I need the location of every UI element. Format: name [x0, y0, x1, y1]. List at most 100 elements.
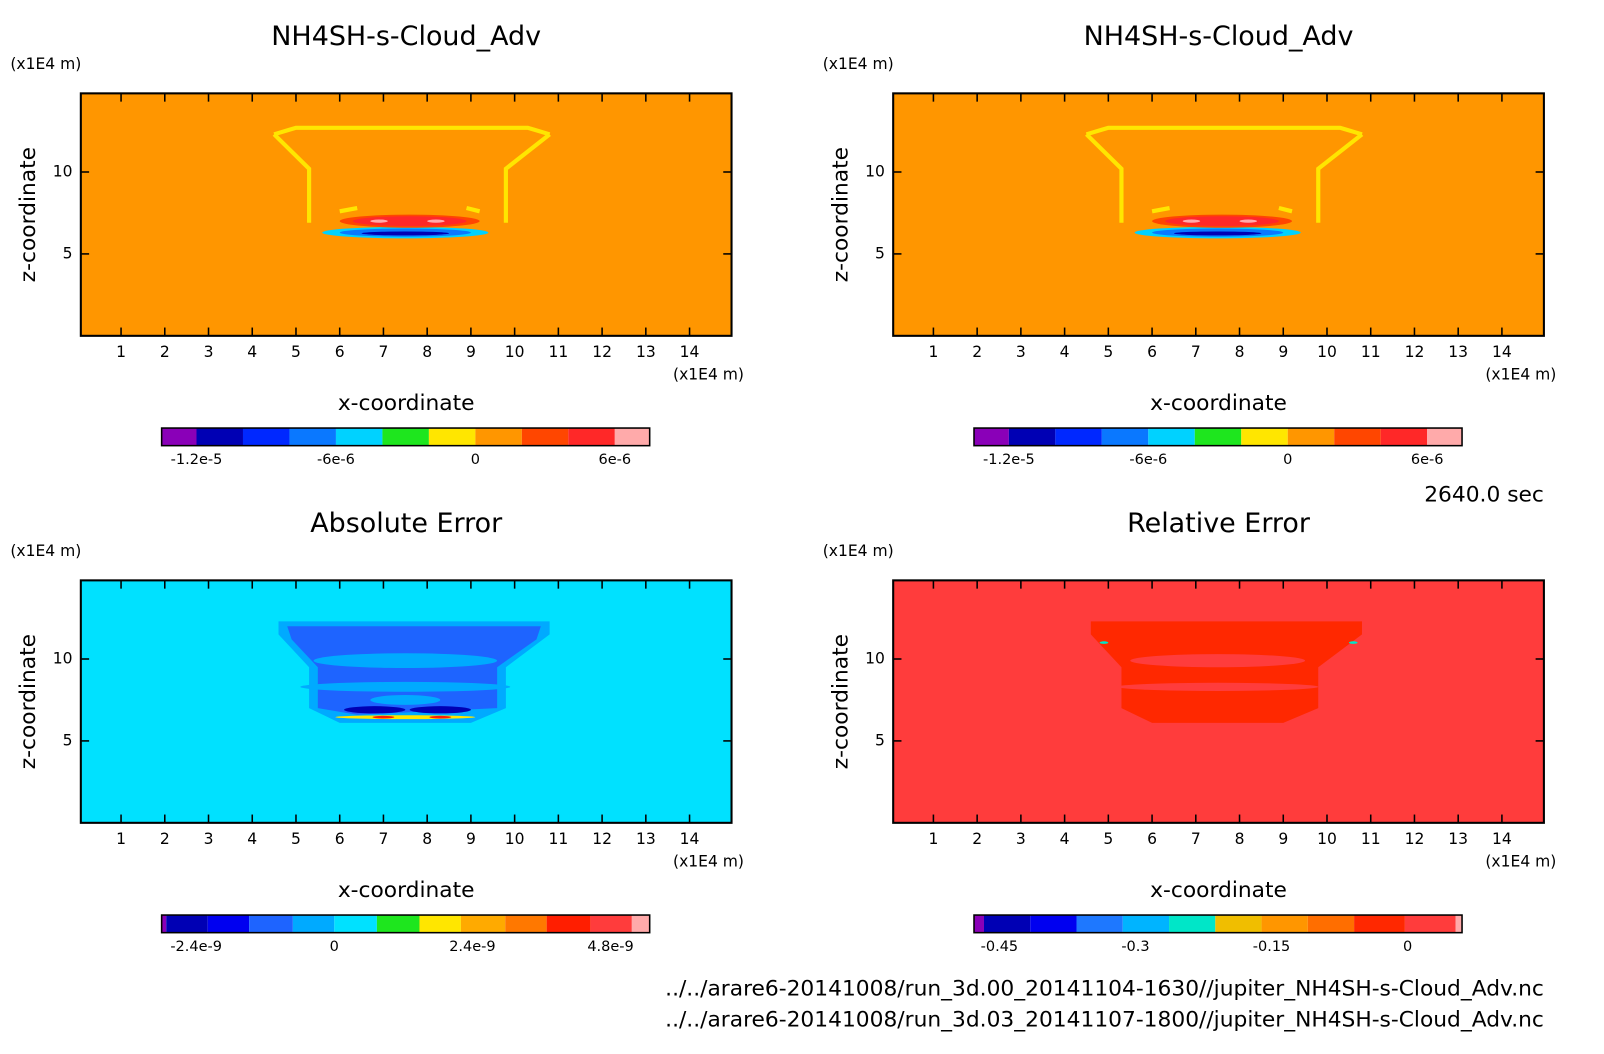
- x-tick-label: 5: [1103, 830, 1113, 848]
- x-unit: (x1E4 m): [673, 366, 744, 384]
- x-tick-label: 2: [972, 343, 982, 361]
- colorbar-cell: [376, 915, 420, 933]
- contour-region: [1182, 219, 1201, 223]
- x-tick-label: 3: [204, 343, 214, 361]
- colorbar-cell: [546, 915, 591, 933]
- panel: Relative Error (x1E4 m) (x1E4 m) x-coordina…: [823, 508, 1557, 955]
- colorbar-cell: [207, 915, 250, 933]
- colorbar-tick-label: -0.15: [1253, 939, 1291, 955]
- contour-region: [287, 626, 541, 715]
- y-tick-label: 5: [63, 731, 73, 749]
- x-tick-label: 8: [422, 830, 432, 848]
- x-tick-label: 10: [505, 343, 525, 361]
- x-tick-label: 13: [1448, 343, 1468, 361]
- field-background: [80, 93, 732, 336]
- contour-region: [370, 219, 388, 223]
- field: [893, 580, 1544, 823]
- field: [893, 93, 1544, 336]
- x-tick-label: 11: [548, 830, 568, 848]
- contour-region: [409, 706, 471, 714]
- y-axis-label: z-coordinate: [16, 147, 41, 282]
- y-tick-label: 5: [875, 731, 885, 749]
- colorbar-cell: [249, 915, 293, 933]
- contour-region: [1165, 216, 1279, 227]
- x-tick-label: 1: [116, 343, 126, 361]
- contour-line: [1151, 206, 1170, 214]
- x-tick-label: 6: [1147, 343, 1157, 361]
- colorbar-tick-label: -6e-6: [1129, 452, 1167, 468]
- y-unit: (x1E4 m): [10, 55, 81, 73]
- x-tick-label: 8: [422, 343, 432, 361]
- colorbar-cell: [1215, 915, 1262, 933]
- contour-region: [429, 715, 452, 719]
- colorbar-cell: [1194, 428, 1242, 446]
- x-axis-label: x-coordinate: [338, 391, 475, 416]
- x-axis-label: x-coordinate: [1150, 878, 1287, 903]
- contour-line: [273, 125, 551, 137]
- contour-line: [1278, 206, 1293, 214]
- y-unit: (x1E4 m): [823, 542, 894, 560]
- y-axis-label: z-coordinate: [828, 147, 853, 282]
- plot-frame: [892, 579, 1545, 824]
- x-axis-label: x-coordinate: [338, 878, 475, 903]
- colorbar-cell: [974, 915, 984, 933]
- colorbar-tick-label: 0: [471, 452, 480, 468]
- colorbar-cell: [983, 915, 1031, 933]
- colorbar-cell: [161, 428, 197, 446]
- colorbar-cell: [631, 915, 650, 933]
- x-axis-label: x-coordinate: [1150, 391, 1287, 416]
- x-tick-label: 14: [1492, 830, 1512, 848]
- x-tick-label: 7: [378, 830, 388, 848]
- colorbar-tick-label: -1.2e-5: [171, 452, 223, 468]
- contour-region: [313, 653, 498, 669]
- colorbar-cell: [475, 428, 522, 446]
- x-tick-label: 12: [592, 343, 612, 361]
- colorbar-tick-label: -0.3: [1121, 939, 1149, 955]
- colorbar-cell: [974, 428, 1009, 446]
- colorbar-cell: [335, 428, 383, 446]
- contour-region: [427, 219, 445, 223]
- y-unit: (x1E4 m): [10, 542, 81, 560]
- panel: NH4SH-s-Cloud_Adv (x1E4 m) (x1E4 m) x-coord…: [823, 21, 1557, 468]
- contour-region: [370, 695, 441, 705]
- colorbar-cell: [614, 428, 650, 446]
- y-axis-label: z-coordinate: [828, 634, 853, 769]
- x-tick-label: 9: [1278, 343, 1288, 361]
- colorbar-cell: [460, 915, 506, 933]
- colorbar-cell: [382, 428, 429, 446]
- x-tick-label: 13: [636, 343, 656, 361]
- colorbar-cell: [166, 915, 208, 933]
- colorbar-tick-label: -0.45: [981, 939, 1019, 955]
- colorbar-frame: [973, 914, 1463, 934]
- x-tick-label: 4: [1060, 830, 1070, 848]
- x-tick-label: 14: [1492, 343, 1512, 361]
- contour-region: [1173, 231, 1262, 236]
- plot-frame: [892, 92, 1545, 337]
- contour-region: [1090, 621, 1362, 723]
- contour-region: [300, 681, 511, 692]
- contour-region: [1130, 654, 1306, 668]
- x-tick-label: 3: [1016, 343, 1026, 361]
- contour-line: [1085, 125, 1363, 137]
- colorbar-cell: [1354, 915, 1405, 933]
- colorbar-tick-label: -1.2e-5: [983, 452, 1035, 468]
- x-tick-label: 5: [1103, 343, 1113, 361]
- x-tick-label: 2: [160, 830, 170, 848]
- contour-region: [335, 715, 476, 720]
- x-tick-label: 11: [548, 343, 568, 361]
- chart-title: NH4SH-s-Cloud_Adv: [1084, 21, 1354, 52]
- colorbar-tick-label: 0: [330, 939, 339, 955]
- colorbar-tick-label: 4.8e-9: [587, 939, 633, 955]
- colorbar-cell: [1380, 428, 1428, 446]
- y-axis-label: z-coordinate: [16, 634, 41, 769]
- panel: Absolute Error (x1E4 m) (x1E4 m) x-coordina…: [10, 508, 744, 955]
- x-tick-label: 7: [378, 343, 388, 361]
- x-tick-label: 4: [1060, 343, 1070, 361]
- x-tick-label: 12: [592, 830, 612, 848]
- colorbar-cell: [1287, 428, 1335, 446]
- colorbar-cell: [196, 428, 243, 446]
- colorbar-tick-label: -6e-6: [317, 452, 355, 468]
- colorbar-tick-label: 0: [1283, 452, 1292, 468]
- y-tick-label: 5: [875, 244, 885, 262]
- colorbar-cell: [1427, 428, 1463, 446]
